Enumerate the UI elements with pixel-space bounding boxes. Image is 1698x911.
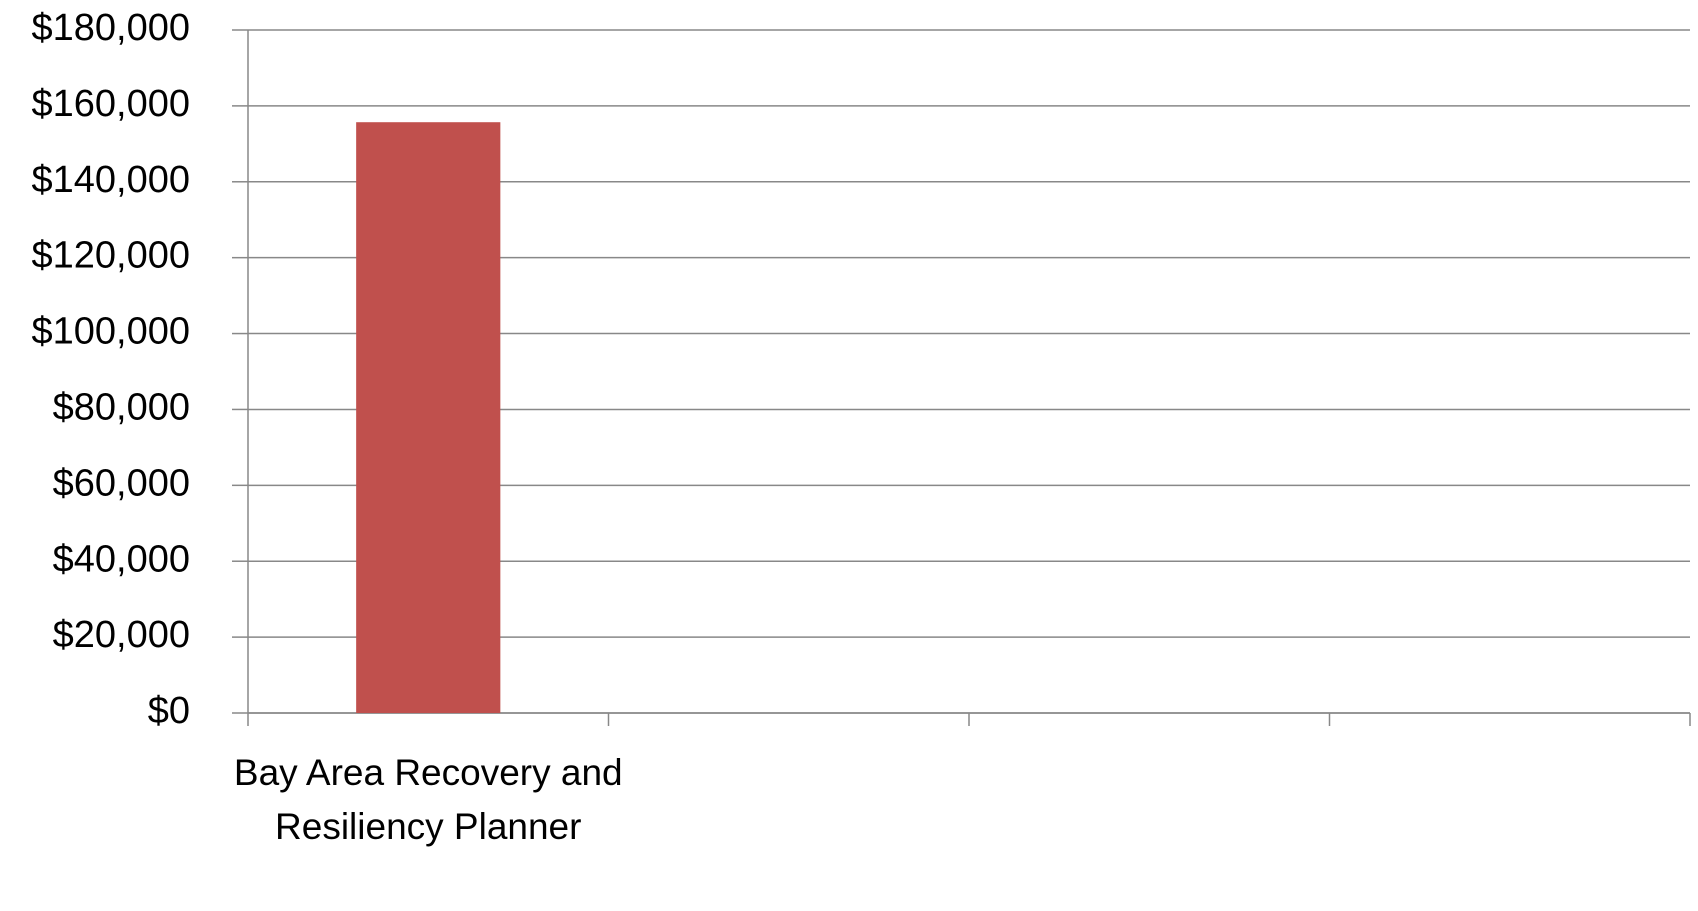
- y-tick-label: $180,000: [32, 7, 191, 49]
- y-tick-label: $120,000: [32, 235, 191, 277]
- y-tick-label: $100,000: [32, 311, 191, 353]
- y-tick-label: $60,000: [53, 462, 190, 504]
- y-tick-label: $160,000: [32, 83, 191, 125]
- y-tick-label: $40,000: [53, 538, 190, 580]
- y-tick-label: $140,000: [32, 159, 191, 201]
- y-tick-label: $20,000: [53, 614, 190, 656]
- bar: [356, 122, 501, 713]
- y-tick-label: $80,000: [53, 386, 190, 428]
- y-tick-label: $0: [148, 690, 190, 732]
- x-tick-label: Bay Area Recovery and Resiliency Planner: [233, 752, 623, 847]
